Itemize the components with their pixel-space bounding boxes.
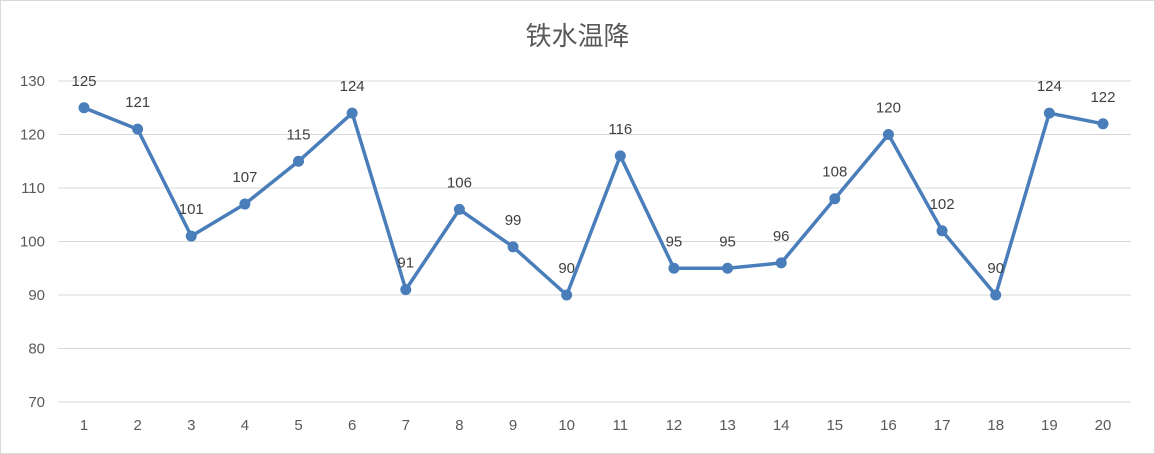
data-point xyxy=(722,262,734,274)
data-point xyxy=(775,257,787,269)
data-point xyxy=(614,150,626,162)
data-point xyxy=(668,262,680,274)
y-axis-ticks: 70 80 90 100 110 120 130 xyxy=(20,73,45,411)
data-point xyxy=(239,198,251,210)
data-label: 120 xyxy=(876,100,901,117)
x-axis-ticks: 1 2 3 4 5 6 7 8 9 10 11 12 13 14 15 16 17 18 19 20 xyxy=(80,417,1111,434)
data-point xyxy=(78,102,90,114)
x-tick-label: 5 xyxy=(294,417,302,434)
data-point xyxy=(1097,118,1109,130)
x-tick-label: 16 xyxy=(880,417,897,434)
data-label: 124 xyxy=(1037,78,1062,95)
data-label: 115 xyxy=(287,126,311,143)
data-point xyxy=(990,289,1002,301)
data-point xyxy=(936,225,948,237)
data-label: 107 xyxy=(232,169,257,186)
data-point xyxy=(1043,107,1055,119)
data-point xyxy=(561,289,573,301)
x-tick-label: 11 xyxy=(613,417,629,434)
x-tick-label: 6 xyxy=(348,417,356,434)
gridlines xyxy=(58,80,1131,403)
x-tick-label: 13 xyxy=(719,417,736,434)
data-label: 96 xyxy=(773,228,790,245)
y-tick-label: 80 xyxy=(28,341,45,358)
x-tick-label: 7 xyxy=(402,417,410,434)
y-tick-label: 120 xyxy=(20,127,45,144)
data-point xyxy=(185,230,197,242)
series-line xyxy=(83,106,1104,297)
data-label: 125 xyxy=(71,73,96,90)
x-tick-label: 8 xyxy=(455,417,463,434)
x-tick-label: 1 xyxy=(80,417,88,434)
data-label: 124 xyxy=(340,78,365,95)
x-tick-label: 12 xyxy=(666,417,683,434)
data-label: 116 xyxy=(608,121,632,138)
data-label: 90 xyxy=(558,260,575,277)
data-point xyxy=(507,241,519,253)
x-tick-label: 14 xyxy=(773,417,790,434)
data-labels: 125 121 101 107 115 124 91 106 99 90 116 95 95 96 108 1… xyxy=(71,73,1115,277)
chart-title: 铁水温降 xyxy=(525,22,630,52)
x-tick-label: 17 xyxy=(934,417,951,434)
y-tick-label: 100 xyxy=(20,234,45,251)
data-label: 102 xyxy=(930,196,955,213)
data-label: 122 xyxy=(1090,89,1115,106)
x-tick-label: 2 xyxy=(133,417,141,434)
data-point xyxy=(293,155,305,167)
data-label: 99 xyxy=(505,212,522,229)
series-line-group xyxy=(83,106,1104,297)
data-point xyxy=(400,284,412,296)
data-label: 91 xyxy=(397,255,414,272)
data-point xyxy=(829,193,841,205)
data-label: 108 xyxy=(822,164,847,181)
data-label: 106 xyxy=(447,174,472,191)
data-label: 90 xyxy=(987,260,1004,277)
y-tick-label: 90 xyxy=(28,287,45,304)
y-tick-label: 110 xyxy=(21,180,45,197)
y-tick-label: 130 xyxy=(20,73,45,90)
x-tick-label: 10 xyxy=(558,417,575,434)
data-point xyxy=(453,203,465,215)
x-tick-label: 18 xyxy=(987,417,1004,434)
series-points xyxy=(78,102,1109,301)
x-tick-label: 4 xyxy=(241,417,249,434)
data-label: 101 xyxy=(179,201,204,218)
y-tick-label: 70 xyxy=(28,394,45,411)
data-label: 95 xyxy=(666,233,683,250)
data-label: 121 xyxy=(125,94,150,111)
data-point xyxy=(346,107,358,119)
x-tick-label: 19 xyxy=(1041,417,1058,434)
x-tick-label: 3 xyxy=(187,417,195,434)
x-tick-label: 20 xyxy=(1095,417,1112,434)
data-point xyxy=(132,123,144,135)
data-label: 95 xyxy=(719,233,736,250)
x-tick-label: 15 xyxy=(826,417,843,434)
data-point xyxy=(882,129,894,140)
x-tick-label: 9 xyxy=(509,417,517,434)
